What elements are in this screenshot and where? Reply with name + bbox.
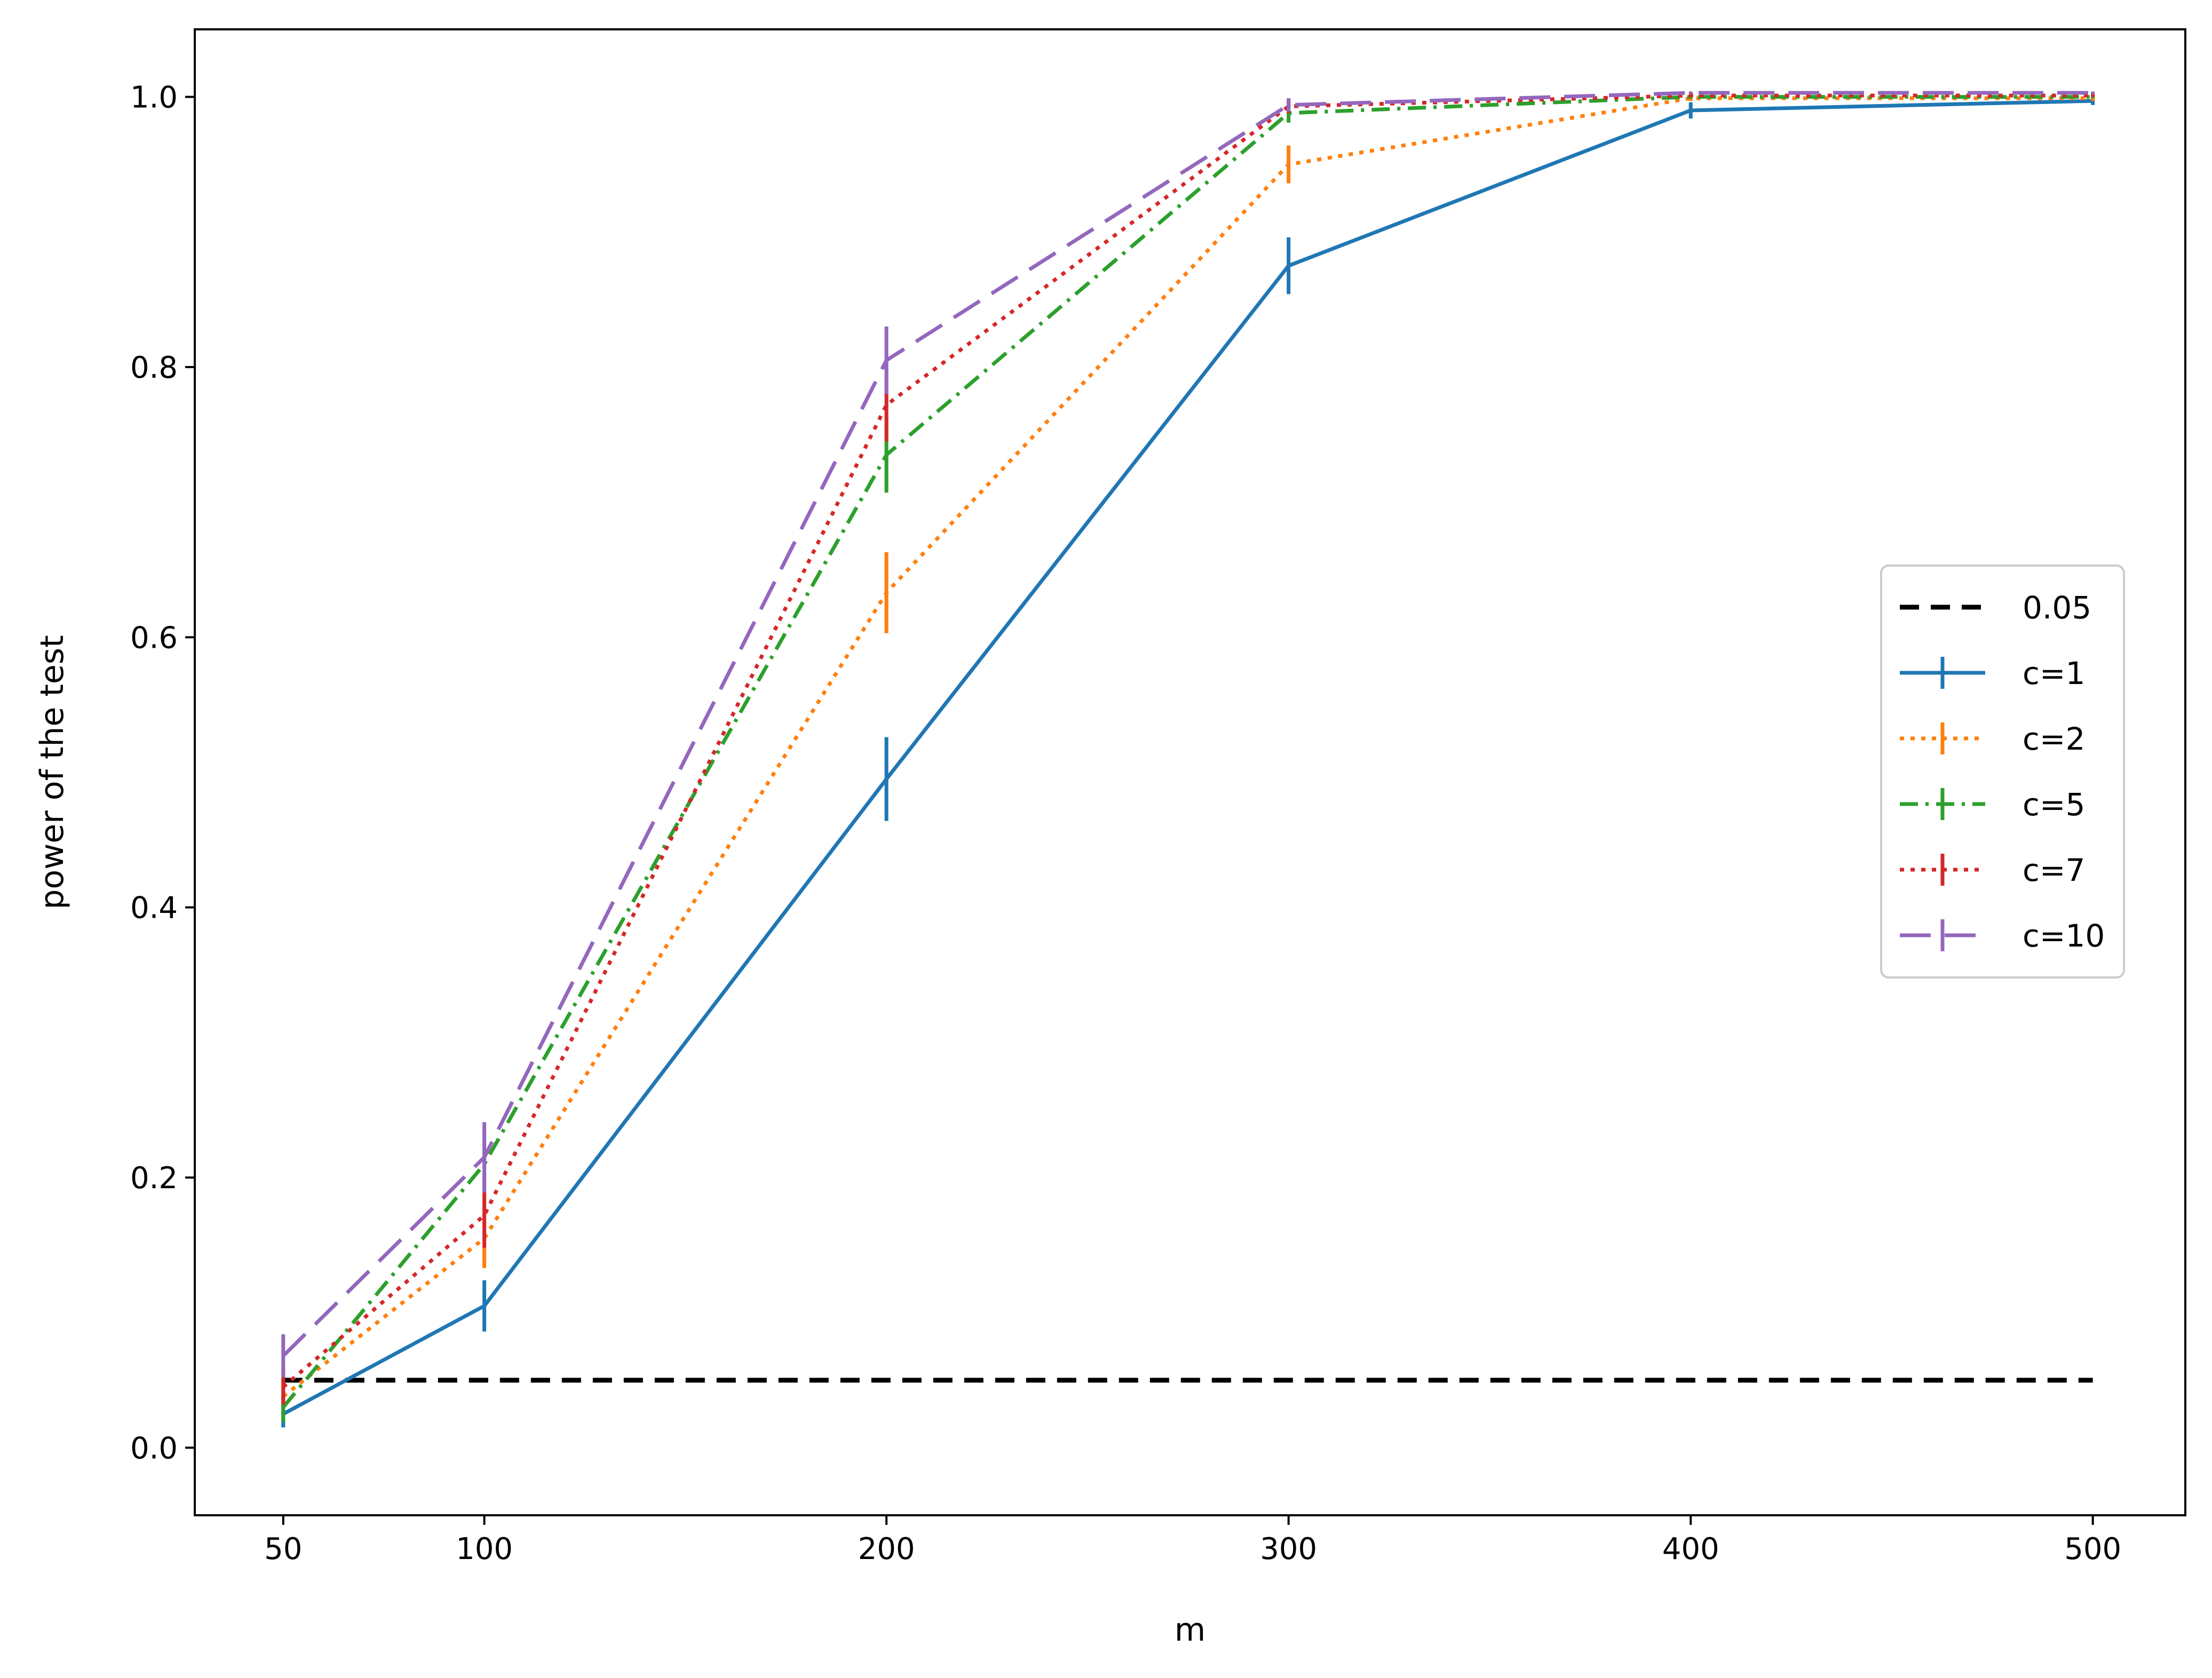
x-tick-label: 100 (456, 1532, 513, 1566)
axes-frame (194, 28, 2186, 1516)
legend-entry: c=5 (1900, 786, 2085, 823)
legend-label: 0.05 (2023, 590, 2091, 626)
legend-label: c=7 (2023, 852, 2085, 888)
series-line (282, 99, 2093, 1416)
x-tick-label: 200 (858, 1532, 915, 1566)
y-tick-label: 1.0 (130, 81, 178, 115)
y-axis-label: power of the test (34, 635, 71, 909)
legend-label: c=1 (2023, 655, 2085, 691)
y-tick-label: 0.4 (130, 891, 178, 926)
legend-entry: 0.05 (1900, 590, 2091, 626)
y-tick-label: 0.6 (130, 621, 178, 655)
legend-label: c=10 (2023, 918, 2105, 954)
y-tick-label: 0.0 (130, 1431, 178, 1466)
legend-box (1880, 564, 2125, 979)
legend-entry: c=10 (1900, 918, 2105, 954)
legend: 0.05 c=1 c=2 c=5 c=7 c=10 (1880, 564, 2125, 979)
plot-area (281, 91, 2095, 1428)
legend-entry: c=7 (1900, 852, 2085, 888)
legend-label: c=5 (2023, 786, 2085, 823)
legend-entry: c=2 (1900, 721, 2085, 757)
y-axis: 0.0 0.2 0.4 0.6 0.8 1.0 (130, 81, 195, 1466)
x-tick-label: 300 (1260, 1532, 1317, 1566)
x-axis: 50 100 200 300 400 500 (264, 1515, 2121, 1566)
series-line (282, 95, 2093, 1409)
series-line (282, 93, 2093, 1389)
x-tick-label: 50 (264, 1532, 302, 1566)
x-tick-label: 500 (2064, 1532, 2121, 1566)
legend-entry: c=1 (1900, 655, 2085, 691)
x-tick-label: 400 (1662, 1532, 1719, 1566)
legend-label: c=2 (2023, 721, 2085, 757)
y-tick-label: 0.8 (130, 351, 178, 385)
y-tick-label: 0.2 (130, 1161, 178, 1196)
series-4 (281, 91, 2095, 1378)
x-axis-label: m (1175, 1611, 1206, 1649)
series-line (282, 91, 2093, 1357)
